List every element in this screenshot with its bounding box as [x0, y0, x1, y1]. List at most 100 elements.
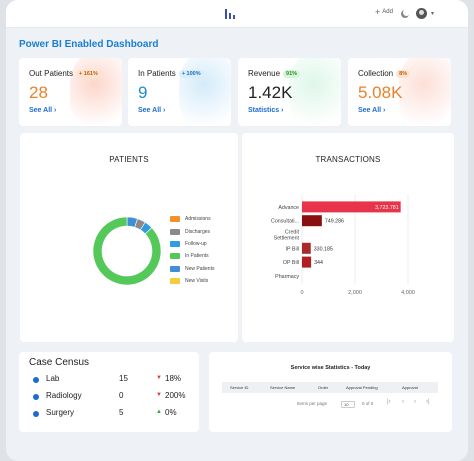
kpi-decoration: [399, 58, 451, 126]
donut-slice[interactable]: [92, 216, 162, 286]
kpi-link-label: See All: [138, 107, 162, 114]
trend-arrow-icon: ▲: [156, 409, 162, 415]
legend-item[interactable]: New Visits: [170, 275, 214, 287]
legend-item[interactable]: New Patients: [170, 263, 214, 275]
bar-data-label: 344: [314, 260, 323, 266]
trend-arrow-icon: ▼: [156, 375, 162, 381]
legend-item[interactable]: Follow-up: [170, 238, 214, 250]
kpi-value: 5.08K: [358, 83, 403, 102]
y-category-label: Pharmacy: [275, 274, 299, 280]
service-stats-panel: Service wise Statistics - Today Service …: [209, 352, 452, 432]
x-tick-label: 2,000: [348, 290, 362, 296]
column-header[interactable]: Service Name: [270, 385, 296, 390]
case-name: Lab: [46, 374, 60, 383]
legend-item[interactable]: Discharges: [170, 225, 214, 237]
legend-label: Follow-up: [185, 240, 207, 247]
kpi-link[interactable]: See All ›: [138, 107, 165, 114]
page-range-label: 0 of 0: [362, 401, 374, 406]
next-page-icon[interactable]: ›: [414, 399, 416, 405]
x-tick-label: 0: [300, 290, 303, 296]
trend-arrow-icon: ▼: [156, 392, 162, 398]
chevron-right-icon: ›: [163, 107, 166, 114]
bar[interactable]: [302, 215, 322, 227]
bar-data-label: 3,723.781: [375, 205, 399, 211]
bar[interactable]: [302, 242, 311, 254]
bullet-icon: [33, 377, 39, 383]
legend-swatch: [170, 240, 180, 247]
bar-data-label: 330.185: [314, 246, 333, 252]
legend-label: New Visits: [185, 278, 209, 285]
add-button-label: Add: [382, 9, 393, 15]
kpi-link-label: Statistics: [248, 107, 280, 114]
app-window: + Add ▾ Power BI Enabled Dashboard Out P…: [6, 0, 468, 461]
case-percent: 200%: [165, 391, 186, 400]
legend-swatch: [170, 265, 180, 272]
kpi-label-text: Revenue: [248, 69, 281, 78]
transactions-chart: 0 2,000 4,000 Advance 3,723.781 Consultati...…: [271, 194, 415, 296]
kpi-label-text: In Patients: [138, 69, 176, 78]
patients-title: PATIENTS: [109, 155, 149, 164]
y-category-label: OP Bill: [283, 260, 299, 266]
kpi-card: Out Patients + 161% 28 See All ›: [19, 58, 122, 126]
case-count: 0: [119, 391, 124, 400]
column-header[interactable]: Approval Pending: [346, 385, 378, 390]
first-page-icon[interactable]: |‹: [387, 399, 391, 405]
logo-bars-icon[interactable]: [225, 9, 237, 19]
column-header[interactable]: Approval: [402, 385, 418, 390]
kpi-link[interactable]: See All ›: [358, 107, 385, 114]
chevron-right-icon: ›: [281, 107, 284, 114]
kpi-label-text: Out Patients: [29, 69, 74, 78]
avatar-icon[interactable]: [416, 8, 427, 19]
kpi-label: In Patients + 100%: [138, 69, 204, 78]
service-stats-paginator: Items per page 10 0 of 0 |‹ ‹ › ›|: [222, 399, 438, 410]
kpi-link[interactable]: Statistics ›: [248, 107, 283, 114]
last-page-icon[interactable]: ›|: [426, 399, 430, 405]
kpi-decoration: [179, 58, 231, 126]
add-button[interactable]: + Add: [375, 7, 393, 17]
bar[interactable]: [302, 256, 312, 268]
case-percent: 18%: [165, 374, 182, 383]
column-header[interactable]: Order: [318, 385, 329, 390]
moon-icon[interactable]: [401, 9, 410, 18]
case-census-row: Lab 15 ▼ 18%: [29, 374, 199, 388]
chevron-down-icon[interactable]: ▾: [431, 11, 435, 17]
kpi-value: 1.42K: [248, 83, 293, 102]
service-stats-table-header: Service ID Service Name Order Approval Pend…: [222, 382, 438, 393]
legend-swatch: [170, 216, 180, 223]
legend-item[interactable]: Admissions: [170, 213, 214, 225]
items-per-page-value: 10: [344, 402, 349, 407]
case-percent: 0%: [165, 408, 177, 417]
x-tick-label: 4,000: [401, 290, 415, 296]
legend-label: Discharges: [185, 228, 211, 235]
patients-legend: Admissions Discharges Follow-up In Patients…: [170, 213, 214, 287]
y-category-label: Credit Settlement: [274, 230, 300, 242]
kpi-badge: + 100%: [178, 69, 204, 78]
kpi-link-label: See All: [358, 107, 382, 114]
case-count: 15: [119, 374, 128, 383]
kpi-link-label: See All: [29, 107, 53, 114]
kpi-label: Revenue 91%: [248, 69, 301, 78]
transactions-panel: TRANSACTIONS 0 2,000 4,000 Advance 3,723.781…: [242, 133, 454, 342]
kpi-decoration: [70, 58, 122, 126]
items-per-page-select[interactable]: 10: [341, 401, 355, 408]
y-category-label: Consultati...: [271, 219, 299, 225]
kpi-card: Collection 8% 5.08K See All ›: [348, 58, 451, 126]
legend-label: In Patients: [185, 253, 209, 260]
case-census-row: Radiology 0 ▼ 200%: [29, 391, 199, 405]
case-census-row: Surgery 5 ▲ 0%: [29, 408, 199, 422]
kpi-badge: 91%: [283, 69, 301, 78]
bar[interactable]: [302, 201, 401, 213]
prev-page-icon[interactable]: ‹: [402, 399, 404, 405]
bullet-icon: [33, 411, 39, 417]
kpi-label: Collection 8%: [358, 69, 411, 78]
kpi-link[interactable]: See All ›: [29, 107, 56, 114]
kpi-decoration: [289, 58, 341, 126]
column-header[interactable]: Service ID: [230, 385, 249, 390]
bar-data-label: 749.286: [325, 219, 344, 225]
page-title: Power BI Enabled Dashboard: [19, 39, 159, 50]
legend-item[interactable]: In Patients: [170, 250, 214, 262]
case-count: 5: [119, 408, 124, 417]
plus-icon: +: [375, 7, 381, 17]
case-census-panel: Case Census Lab 15 ▼ 18% Radiology 0 ▼ 200% Surg…: [19, 352, 199, 432]
patients-donut[interactable]: [87, 211, 167, 291]
